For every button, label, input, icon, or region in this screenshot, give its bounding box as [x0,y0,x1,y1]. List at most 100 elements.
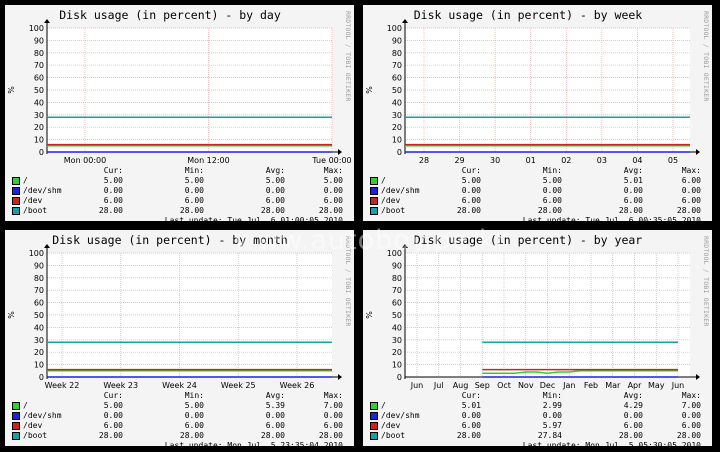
legend-series-name: /dev [381,196,401,205]
legend-value-cur: 0.00 [461,411,481,420]
legend-row: /dev/shm 0.00 0.00 0.00 0.00 [11,186,347,196]
legend-row: /boot 28.00 28.00 28.00 28.00 [11,206,347,216]
chart-panel-month: Disk usage (in percent) - by month RRDTOO… [5,230,354,450]
legend-row: /dev 6.00 6.00 6.00 6.00 [369,196,705,206]
legend-value-max: 0.00 [323,186,343,195]
legend-row: / 5.01 2.99 4.29 7.00 [369,401,705,411]
x-tick-label: 05 [668,156,678,165]
legend-value-avg: 4.29 [623,401,643,410]
legend-value-avg: 5.39 [265,401,285,410]
legend-header-max: Max: [681,166,701,175]
legend-value-cur: 0.00 [461,186,481,195]
last-update: Last update: Mon Jul 5 23:35:04 2010 [164,441,343,450]
legend-header-cur: Cur: [461,166,481,175]
legend: Cur: Min: Avg: Max: / 5.00 5.00 5.39 7.00/dev/sh… [11,391,347,451]
legend-swatch [12,432,20,440]
legend-value-min: 28.00 [179,431,204,440]
x-tick-label: May [648,381,665,390]
legend-value-avg: 6.00 [265,196,285,205]
legend-header: Cur: Min: Avg: Max: [11,166,347,176]
x-tick-label: Week 24 [162,381,197,390]
legend-value-max: 6.00 [323,421,343,430]
x-tick-label: Week 25 [221,381,256,390]
y-tick-label: 60 [392,299,402,308]
last-update: Last update: Mon Jul 5 05:30:05 2010 [522,441,701,450]
y-tick-label: 0 [397,373,402,382]
legend-value-avg: 28.00 [618,431,643,440]
legend-series-name: / [381,401,386,410]
legend-row: /boot 28.00 28.00 28.00 28.00 [369,206,705,216]
x-tick-label: Apr [628,381,643,390]
y-axis-label: % [365,86,374,94]
chart-title: Disk usage (in percent) - by year [413,233,643,247]
legend-row: / 5.00 5.00 5.01 6.00 [369,176,705,186]
legend-value-max: 0.00 [681,411,701,420]
legend-value-cur: 6.00 [461,196,481,205]
y-axis-label: % [7,86,16,94]
legend-value-max: 0.00 [681,186,701,195]
legend-value-avg: 0.00 [265,186,285,195]
legend-value-min: 5.00 [184,401,204,410]
legend-series-name: /dev [381,421,401,430]
plot-area: 0 10 20 30 40 50 60 70 80 90 100% 28 29 30 01 02 03 04 05 [365,19,700,165]
legend-value-cur: 5.01 [461,401,481,410]
legend-header-avg: Avg: [623,166,643,175]
x-tick-label: Week 23 [103,381,138,390]
legend-swatch [370,422,378,430]
legend-header: Cur: Min: Avg: Max: [11,391,347,401]
legend-value-min: 28.00 [537,206,562,215]
y-tick-label: 50 [34,86,44,95]
legend-row: /dev/shm 0.00 0.00 0.00 0.00 [11,411,347,421]
chart-credit: RRDTOOL / TOBI OETIKER [702,236,710,327]
legend-value-cur: 28.00 [98,206,123,215]
legend-row: / 5.00 5.00 5.00 5.00 [11,176,347,186]
y-tick-label: 40 [34,323,44,332]
y-tick-label: 60 [392,74,402,83]
legend-value-max: 28.00 [318,431,343,440]
plot-area: 0 10 20 30 40 50 60 70 80 90 100% Mon 00:00 Mon 12:0… [7,19,352,165]
x-tick-label: 01 [526,156,536,165]
legend-row: /dev 6.00 5.97 6.00 6.00 [369,421,705,431]
legend-row: /dev 6.00 6.00 6.00 6.00 [11,421,347,431]
y-tick-label: 70 [34,286,44,295]
legend-value-min: 6.00 [184,421,204,430]
chart-title: Disk usage (in percent) - by week [413,8,643,22]
y-tick-label: 20 [392,348,402,357]
legend-value-min: 0.00 [542,411,562,420]
legend-value-min: 2.99 [542,401,562,410]
legend-value-min: 6.00 [184,196,204,205]
y-axis-label: % [365,311,374,319]
legend-footer: Last update: Tue Jul 6 00:35:05 2010 [369,216,705,226]
legend-value-cur: 5.00 [103,176,123,185]
x-tick-label: Mon 00:00 [64,156,106,165]
y-tick-label: 10 [392,136,402,145]
y-tick-label: 40 [392,323,402,332]
legend-value-cur: 0.00 [103,411,123,420]
legend-value-max: 6.00 [323,196,343,205]
legend-footer: Last update: Mon Jul 5 23:35:04 2010 [11,441,347,451]
legend-series-name: /dev [23,196,43,205]
x-tick-label: 30 [490,156,500,165]
y-tick-label: 0 [397,148,402,157]
legend-value-avg: 0.00 [623,411,643,420]
legend-row: /dev 6.00 6.00 6.00 6.00 [11,196,347,206]
y-tick-label: 20 [392,123,402,132]
legend-header: Cur: Min: Avg: Max: [369,391,705,401]
legend-value-min: 27.84 [537,431,562,440]
legend-value-max: 7.00 [681,401,701,410]
legend-value-avg: 0.00 [623,186,643,195]
legend-value-cur: 6.00 [103,421,123,430]
last-update: Last update: Tue Jul 6 01:00:05 2010 [164,216,343,225]
x-tick-label: Week 26 [280,381,315,390]
x-tick-label: Tue 00:00 [311,156,351,165]
y-tick-label: 60 [34,299,44,308]
y-tick-label: 100 [29,249,44,258]
y-tick-label: 60 [34,74,44,83]
legend-value-max: 7.00 [323,401,343,410]
x-tick-label: Nov [518,381,534,390]
y-tick-label: 50 [392,86,402,95]
legend-swatch [12,422,20,430]
legend-header-cur: Cur: [103,166,123,175]
y-tick-label: 0 [39,373,44,382]
legend-swatch [370,432,378,440]
